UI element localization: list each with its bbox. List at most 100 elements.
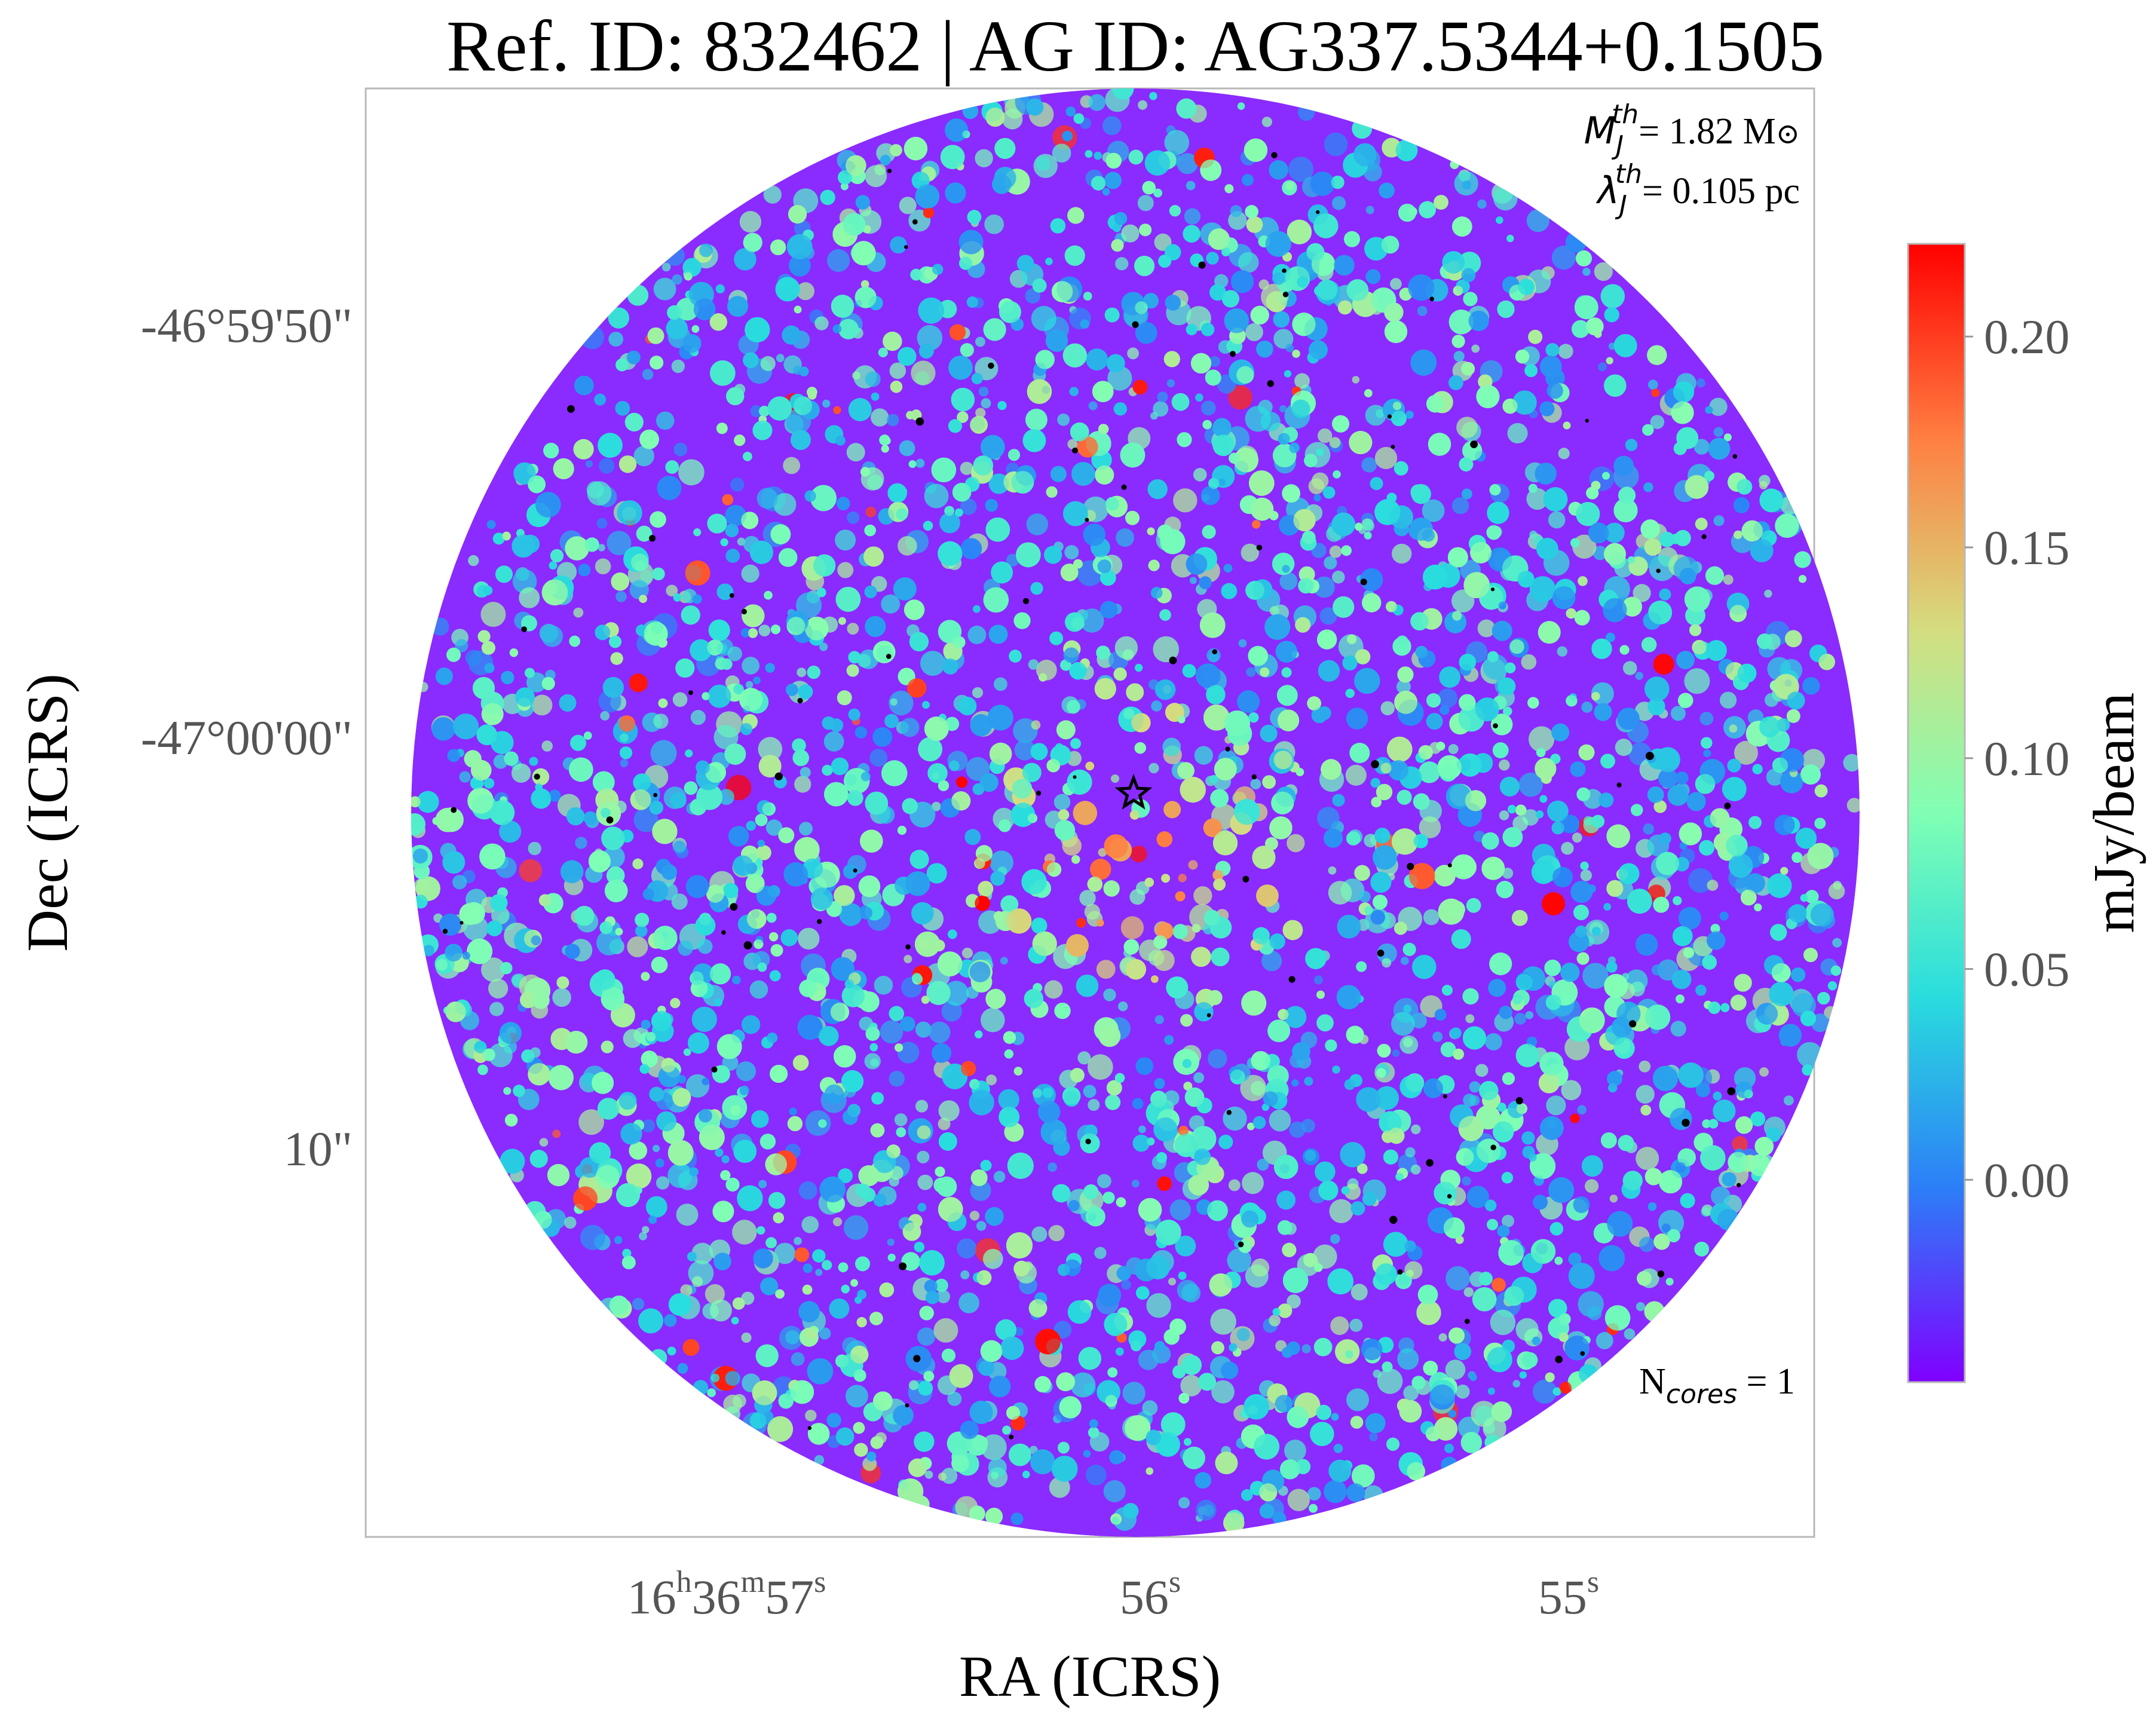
noise-blob xyxy=(623,1029,642,1048)
noise-blob xyxy=(481,957,506,982)
noise-blob xyxy=(1329,545,1342,558)
noise-blob xyxy=(975,149,993,167)
noise-blob xyxy=(978,387,989,397)
noise-blob xyxy=(1085,1464,1107,1486)
noise-blob xyxy=(1096,960,1116,979)
noise-blob xyxy=(1546,1095,1566,1116)
noise-blob xyxy=(961,947,973,959)
noise-blob xyxy=(1127,347,1139,360)
noise-blob xyxy=(672,274,682,285)
noise-blob xyxy=(1463,1094,1477,1107)
noise-blob xyxy=(835,529,856,551)
noise-blob xyxy=(1729,724,1738,733)
noise-blob xyxy=(924,1470,933,1479)
noise-blob xyxy=(1462,1176,1471,1186)
noise-blob xyxy=(797,667,807,678)
noise-blob xyxy=(1392,1049,1400,1057)
noise-blob xyxy=(1154,1015,1164,1024)
noise-blob xyxy=(1463,1287,1474,1297)
noise-blob xyxy=(1572,832,1582,843)
noise-blob xyxy=(1732,1136,1748,1152)
noise-blob xyxy=(908,1380,919,1391)
noise-blob xyxy=(1006,553,1019,567)
noise-blob xyxy=(575,837,587,849)
noise-blob xyxy=(823,731,844,752)
noise-blob xyxy=(1241,543,1259,562)
noise-blob xyxy=(1477,619,1496,638)
noise-blob xyxy=(1261,117,1272,127)
noise-blob xyxy=(1228,385,1252,410)
noise-blob xyxy=(1330,1316,1349,1336)
noise-blob xyxy=(1485,1033,1502,1051)
noise-blob xyxy=(1696,378,1705,388)
noise-blob xyxy=(948,760,960,771)
noise-blob xyxy=(900,718,920,737)
noise-blob xyxy=(1585,1179,1599,1193)
noise-blob xyxy=(865,506,877,517)
noise-blob xyxy=(653,713,669,729)
noise-blob xyxy=(1477,199,1487,209)
noise-blob xyxy=(1518,772,1543,797)
noise-blob xyxy=(1313,576,1335,598)
noise-blob xyxy=(1345,764,1367,786)
noise-blob xyxy=(488,978,509,999)
noise-blob xyxy=(1210,1309,1236,1335)
noise-blob xyxy=(1469,1081,1481,1093)
noise-blob xyxy=(1153,401,1169,417)
noise-blob xyxy=(598,544,605,552)
noise-blob xyxy=(857,654,871,668)
noise-blob xyxy=(832,1217,843,1227)
noise-blob xyxy=(1397,1348,1419,1370)
noise-blob xyxy=(1098,848,1107,857)
noise-blob xyxy=(814,1455,825,1465)
noise-blob xyxy=(1245,323,1263,341)
noise-blob xyxy=(1402,1037,1413,1048)
noise-blob xyxy=(1713,515,1725,526)
noise-blob xyxy=(1169,1199,1191,1221)
noise-blob xyxy=(1097,1174,1111,1189)
noise-blob xyxy=(1317,807,1340,829)
noise-blob xyxy=(1711,1186,1731,1206)
noise-blob xyxy=(924,483,949,509)
noise-blob xyxy=(1526,488,1548,510)
noise-blob xyxy=(465,650,482,666)
noise-blob xyxy=(1525,1011,1534,1019)
noise-blob xyxy=(1087,1054,1113,1080)
noise-blob xyxy=(904,954,912,963)
noise-blob xyxy=(1319,607,1337,625)
noise-blob xyxy=(1025,288,1041,304)
noise-blob xyxy=(1273,329,1294,349)
noise-blob xyxy=(1582,268,1591,276)
noise-blob xyxy=(1116,528,1134,547)
noise-blob xyxy=(1583,816,1593,826)
noise-blob xyxy=(713,725,739,750)
noise-blob xyxy=(595,558,611,575)
noise-blob xyxy=(741,564,760,583)
noise-blob xyxy=(633,807,659,832)
noise-blob xyxy=(1269,1315,1281,1327)
noise-blob xyxy=(627,936,648,957)
noise-blob xyxy=(1137,195,1154,212)
noise-blob xyxy=(1359,890,1371,903)
noise-blob xyxy=(673,442,688,457)
noise-blob xyxy=(1346,1388,1369,1411)
noise-blob xyxy=(1138,1125,1146,1134)
noise-blob xyxy=(541,740,553,752)
noise-blob xyxy=(1246,667,1256,677)
noise-blob xyxy=(678,941,693,956)
noise-blob xyxy=(1102,116,1122,136)
noise-blob xyxy=(596,930,622,956)
noise-blob xyxy=(933,1318,958,1343)
noise-blob xyxy=(1391,1012,1415,1036)
noise-blob xyxy=(791,1352,805,1366)
noise-blob xyxy=(1049,1477,1070,1498)
noise-blob xyxy=(1422,499,1445,522)
noise-blob xyxy=(1111,774,1119,783)
noise-blob xyxy=(1168,1278,1176,1286)
noise-blob xyxy=(705,1284,725,1304)
noise-blob xyxy=(1083,1085,1097,1098)
noise-blob xyxy=(652,1144,660,1152)
noise-blob xyxy=(1044,980,1063,999)
noise-blob xyxy=(1684,668,1710,694)
noise-blob xyxy=(1107,366,1132,391)
